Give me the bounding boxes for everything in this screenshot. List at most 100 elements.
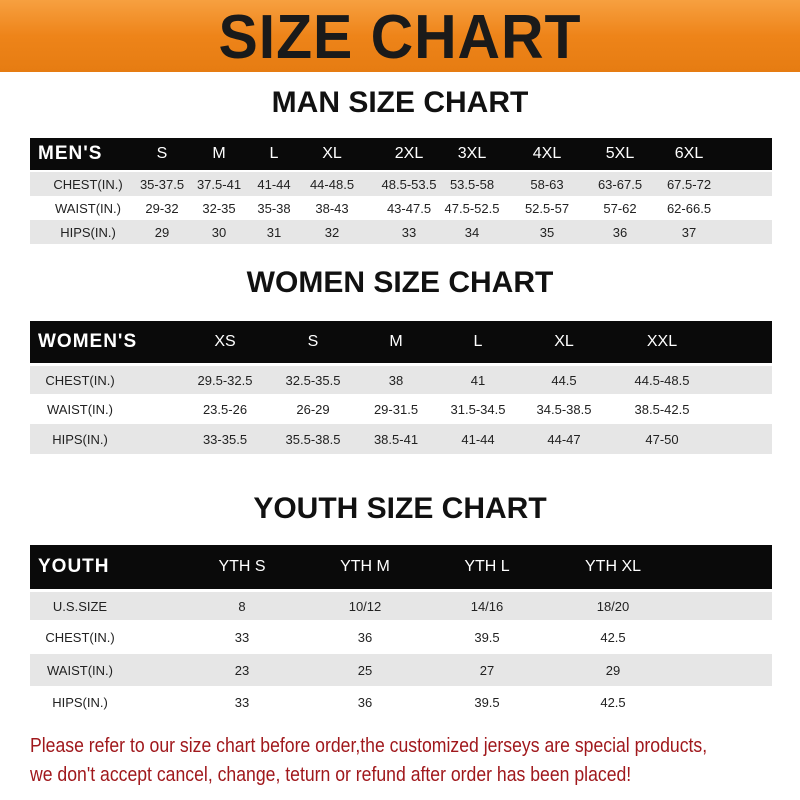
table-cell: 35	[539, 224, 555, 240]
table-cell: 47.5-52.5	[444, 200, 500, 216]
row-label: WAIST(IN.)	[47, 401, 113, 417]
table-cell: 63-67.5	[597, 176, 643, 192]
table-cell: 38.5-42.5	[634, 401, 690, 417]
table-cell: 57-62	[603, 200, 637, 216]
disclaimer-line-1: Please refer to our size chart before or…	[30, 734, 708, 757]
title-banner: SIZE CHART	[0, 0, 800, 72]
table-cell: 48.5-53.5	[381, 176, 437, 192]
table-cell: 38	[388, 372, 404, 388]
table-cell: 34.5-38.5	[536, 401, 592, 417]
table-cell: 39.5	[474, 629, 500, 645]
table-cell: 44-47	[547, 431, 581, 447]
table-cell: 18/20	[596, 598, 630, 614]
table-row: WAIST(IN.) 29-32 32-35 35-38 38-43 43-47.5 47.…	[30, 196, 772, 220]
size-header: XL	[554, 332, 574, 350]
table-header-row: MEN'S S M L XL 2XL 3XL 4XL 5XL 6XL	[30, 138, 772, 170]
table-cell: 36	[357, 629, 373, 645]
row-label: CHEST(IN.)	[45, 372, 115, 388]
table-cell: 31.5-34.5	[450, 401, 506, 417]
table-cell: 38-43	[315, 200, 349, 216]
women-section-title: WOMEN SIZE CHART	[246, 266, 554, 299]
size-header: YTH S	[218, 557, 266, 575]
table-cell: 33	[234, 629, 250, 645]
table-cell: 30	[211, 224, 227, 240]
table-cell: 35-37.5	[139, 176, 185, 192]
size-header: YTH XL	[584, 557, 642, 575]
table-cell: 32-35	[202, 200, 236, 216]
table-row: WAIST(IN.) 23.5-26 26-29 29-31.5 31.5-34.5 34…	[30, 394, 772, 424]
table-cell: 38.5-41	[373, 431, 419, 447]
size-header: L	[269, 144, 279, 162]
table-cell: 62-66.5	[666, 200, 712, 216]
table-header-row: WOMEN'S XS S M L XL XXL	[30, 321, 772, 363]
size-header: XS	[214, 332, 236, 350]
table-cell: 32.5-35.5	[285, 372, 341, 388]
size-header: S	[307, 332, 319, 350]
table-cell: 14/16	[470, 598, 504, 614]
youth-section-title: YOUTH SIZE CHART	[253, 492, 547, 525]
table-cell: 44.5	[551, 372, 577, 388]
table-cell: 52.5-57	[524, 200, 570, 216]
size-header: 5XL	[605, 144, 635, 162]
table-row: U.S.SIZE 8 10/12 14/16 18/20	[30, 592, 772, 620]
disclaimer-line-2: we don't accept cancel, change, teturn o…	[30, 763, 632, 786]
table-cell: 44-48.5	[309, 176, 355, 192]
table-row: WAIST(IN.) 23 25 27 29	[30, 654, 772, 686]
table-cell: 41-44	[257, 176, 291, 192]
table-row: CHEST(IN.) 35-37.5 37.5-41 41-44 44-48.5 48.5…	[30, 172, 772, 196]
row-label: WAIST(IN.)	[47, 662, 113, 678]
men-section-title: MAN SIZE CHART	[271, 86, 529, 119]
table-cell: 23	[234, 662, 250, 678]
table-cell: 23.5-26	[202, 401, 248, 417]
table-cell: 29-32	[145, 200, 179, 216]
size-header: 3XL	[457, 144, 487, 162]
table-cell: 32	[324, 224, 340, 240]
table-cell: 35-38	[257, 200, 291, 216]
row-label: HIPS(IN.)	[60, 224, 116, 240]
size-header: 2XL	[394, 144, 424, 162]
row-label: CHEST(IN.)	[53, 176, 123, 192]
size-header: 4XL	[532, 144, 562, 162]
size-header: 6XL	[674, 144, 704, 162]
size-header: S	[156, 144, 168, 162]
table-cell: 33	[401, 224, 417, 240]
table-cell: 26-29	[296, 401, 330, 417]
size-header: M	[389, 332, 403, 350]
row-label: U.S.SIZE	[52, 598, 108, 614]
size-header: XXL	[646, 332, 678, 350]
row-label: HIPS(IN.)	[52, 694, 108, 710]
size-header: YTH M	[340, 557, 390, 575]
table-cell: 47-50	[645, 431, 679, 447]
table-cell: 67.5-72	[666, 176, 712, 192]
table-cell: 39.5	[474, 694, 500, 710]
table-cell: 43-47.5	[386, 200, 432, 216]
table-cell: 29.5-32.5	[197, 372, 253, 388]
size-header: M	[212, 144, 226, 162]
table-cell: 31	[266, 224, 282, 240]
row-label: HIPS(IN.)	[52, 431, 108, 447]
table-cell: 29	[154, 224, 170, 240]
size-header: L	[473, 332, 483, 350]
table-row: CHEST(IN.) 29.5-32.5 32.5-35.5 38 41 44.5 44.5…	[30, 366, 772, 394]
table-cell: 41-44	[461, 431, 495, 447]
table-cell: 35.5-38.5	[285, 431, 341, 447]
table-corner-label: WOMEN'S	[38, 331, 138, 353]
table-cell: 53.5-58	[449, 176, 495, 192]
table-cell: 37	[681, 224, 697, 240]
table-row: HIPS(IN.) 33 36 39.5 42.5	[30, 686, 772, 718]
table-header-row: YOUTH YTH S YTH M YTH L YTH XL	[30, 545, 772, 589]
table-cell: 10/12	[348, 598, 382, 614]
row-label: WAIST(IN.)	[55, 200, 121, 216]
table-cell: 33	[234, 694, 250, 710]
size-header: YTH L	[464, 557, 510, 575]
page-title: SIZE CHART	[218, 3, 582, 72]
table-cell: 42.5	[600, 629, 626, 645]
row-label: CHEST(IN.)	[45, 629, 115, 645]
table-corner-label: YOUTH	[38, 556, 110, 578]
table-cell: 34	[464, 224, 480, 240]
table-cell: 29-31.5	[373, 401, 419, 417]
table-cell: 36	[357, 694, 373, 710]
table-cell: 36	[612, 224, 628, 240]
size-header: XL	[322, 144, 342, 162]
table-row: HIPS(IN.) 29 30 31 32 33 34 35 36 37	[30, 220, 772, 244]
